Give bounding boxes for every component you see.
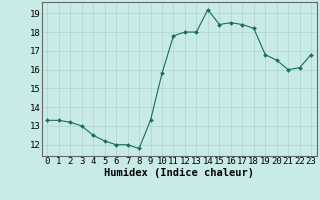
X-axis label: Humidex (Indice chaleur): Humidex (Indice chaleur) <box>104 168 254 178</box>
